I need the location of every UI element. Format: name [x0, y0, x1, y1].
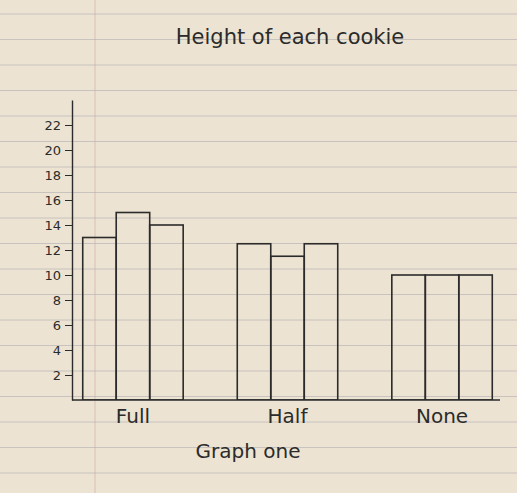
y-tick-mark [65, 275, 72, 276]
y-tick-label: 10 [44, 268, 61, 283]
bar [237, 244, 270, 400]
paper-rule [0, 473, 517, 474]
paper-margin [95, 0, 96, 493]
paper-bg [0, 0, 517, 493]
paper-rule [0, 167, 517, 168]
paper-rule [0, 141, 517, 142]
x-tick: None [416, 400, 468, 428]
y-tick: 6 [53, 318, 72, 333]
y-tick-label: 18 [44, 168, 61, 183]
x-tick-label: Full [116, 404, 150, 428]
y-tick: 22 [44, 118, 72, 133]
y-tick-label: 2 [53, 368, 61, 383]
y-tick-mark [65, 350, 72, 351]
x-tick-label: Half [268, 404, 309, 428]
paper [0, 0, 517, 493]
y-tick: 16 [44, 193, 72, 208]
paper-rule [0, 192, 517, 193]
bars [83, 213, 493, 401]
paper-rule [0, 294, 517, 295]
x-axis-line [72, 399, 500, 400]
y-tick-label: 14 [44, 218, 61, 233]
y-tick-mark [65, 250, 72, 251]
y-tick-label: 8 [53, 293, 61, 308]
y-tick-mark [65, 300, 72, 301]
x-tick: Full [116, 400, 150, 428]
paper-rule [0, 218, 517, 219]
y-tick-mark [65, 325, 72, 326]
bar [150, 225, 183, 400]
paper-rule [0, 14, 517, 15]
bar [116, 213, 149, 401]
bar [271, 256, 304, 400]
bar [83, 238, 116, 401]
chart-container: 2 4 6 8 10 12 14 16 18 20 22 Full Half None Height of … [0, 0, 517, 493]
y-tick-mark [65, 225, 72, 226]
bar [392, 275, 425, 400]
paper-rule [0, 116, 517, 117]
x-tick: Half [268, 400, 309, 428]
y-tick: 8 [53, 293, 72, 308]
chart-svg: 2 4 6 8 10 12 14 16 18 20 22 Full Half None Height of … [0, 0, 517, 493]
y-tick: 12 [44, 243, 72, 258]
paper-rule [0, 65, 517, 66]
paper-rule [0, 345, 517, 346]
paper-rule [0, 371, 517, 372]
y-tick-label: 6 [53, 318, 61, 333]
y-tick: 14 [44, 218, 72, 233]
x-axis-title: Graph one [196, 439, 301, 463]
y-tick-label: 4 [53, 343, 61, 358]
y-axis: 2 4 6 8 10 12 14 16 18 20 22 [44, 101, 72, 401]
x-tick-label: None [416, 404, 468, 428]
y-tick: 4 [53, 343, 72, 358]
y-tick-label: 12 [44, 243, 61, 258]
paper-rule [0, 269, 517, 270]
y-tick: 10 [44, 268, 72, 283]
y-tick-mark [65, 375, 72, 376]
y-axis-line [72, 101, 73, 401]
paper-rule [0, 90, 517, 91]
paper-rule [0, 320, 517, 321]
y-tick-mark [65, 125, 72, 126]
y-tick: 20 [44, 143, 72, 158]
y-tick-mark [65, 175, 72, 176]
bar [459, 275, 492, 400]
y-tick: 18 [44, 168, 72, 183]
y-tick-label: 16 [44, 193, 61, 208]
y-tick-mark [65, 150, 72, 151]
paper-rule [0, 396, 517, 397]
y-tick: 2 [53, 368, 72, 383]
bar [425, 275, 458, 400]
bar [304, 244, 337, 400]
y-tick-mark [65, 200, 72, 201]
x-axis: Full Half None [72, 400, 500, 428]
y-tick-label: 20 [44, 143, 61, 158]
title: Height of each cookie [176, 25, 405, 49]
y-tick-label: 22 [44, 118, 61, 133]
